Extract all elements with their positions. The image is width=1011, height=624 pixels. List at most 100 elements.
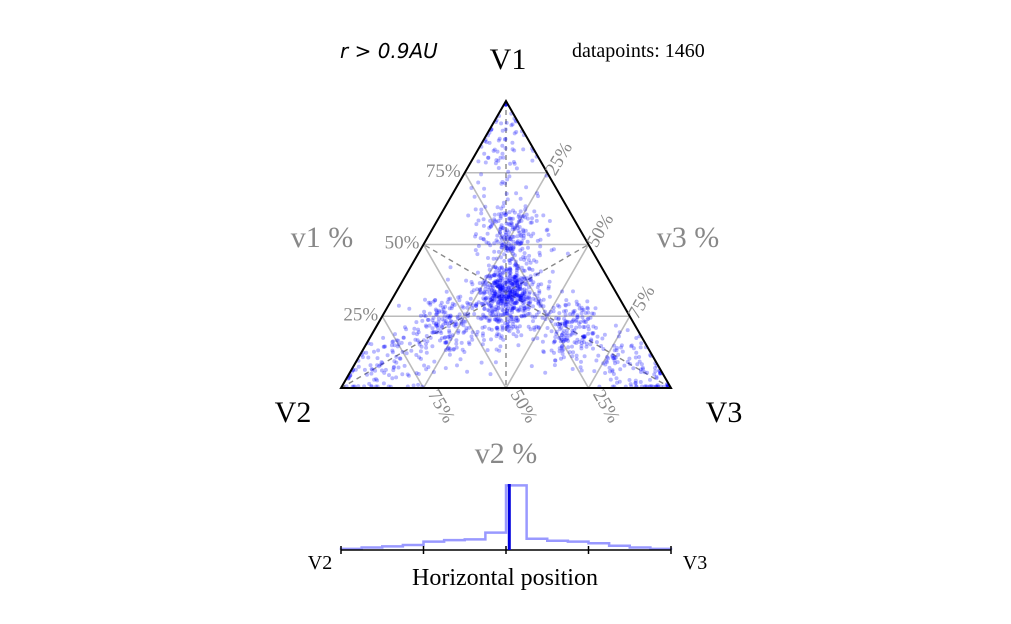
hist-xlabel: Horizontal position: [412, 565, 598, 591]
scatter-point: [520, 227, 525, 232]
scatter-point: [541, 213, 546, 218]
scatter-point: [372, 377, 377, 382]
scatter-point: [514, 318, 519, 323]
scatter-point: [498, 313, 503, 318]
scatter-point: [367, 381, 372, 386]
scatter-point: [527, 278, 532, 283]
scatter-point: [511, 245, 516, 250]
scatter-point: [504, 311, 509, 316]
scatter-point: [473, 248, 478, 253]
scatter-point: [582, 340, 586, 345]
scatter-point: [515, 240, 520, 245]
scatter-point: [557, 346, 562, 351]
scatter-point: [493, 270, 498, 275]
scatter-point: [538, 304, 543, 309]
scatter-point: [510, 306, 515, 311]
scatter-point: [518, 209, 523, 214]
scatter-point: [514, 307, 519, 312]
scatter-point: [510, 279, 515, 284]
scatter-point: [610, 369, 615, 374]
scatter-point: [555, 322, 560, 327]
scatter-point: [591, 346, 595, 351]
scatter-point: [369, 342, 374, 347]
scatter-point: [519, 314, 524, 319]
scatter-point: [557, 322, 562, 327]
scatter-point: [537, 289, 542, 293]
scatter-point: [435, 330, 440, 335]
scatter-point: [508, 236, 513, 241]
scatter-point: [511, 306, 516, 311]
scatter-point: [523, 313, 528, 318]
scatter-point: [514, 294, 519, 299]
scatter-point: [508, 288, 513, 292]
scatter-point: [469, 290, 474, 295]
scatter-point: [490, 299, 495, 303]
scatter-point: [494, 295, 499, 300]
scatter-point: [528, 220, 533, 225]
scatter-point: [479, 301, 484, 306]
scatter-point: [562, 321, 567, 326]
scatter-point: [448, 319, 453, 323]
scatter-point: [493, 307, 498, 312]
scatter-point: [413, 337, 418, 342]
scatter-point: [513, 292, 517, 297]
scatter-point: [510, 276, 515, 281]
scatter-point: [576, 303, 581, 308]
scatter-point: [612, 348, 617, 353]
scatter-point: [521, 268, 526, 273]
scatter-point: [508, 271, 513, 275]
scatter-point: [554, 316, 559, 321]
scatter-point: [511, 247, 516, 251]
scatter-point: [526, 300, 531, 305]
scatter-point: [581, 334, 586, 339]
scatter-point: [449, 306, 454, 311]
scatter-point: [522, 306, 527, 311]
scatter-point: [490, 274, 494, 278]
scatter-point: [391, 368, 396, 373]
scatter-point: [530, 282, 535, 287]
scatter-point: [638, 367, 643, 372]
scatter-point: [559, 337, 564, 342]
scatter-point: [586, 327, 591, 332]
scatter-point: [653, 369, 658, 374]
scatter-point: [500, 301, 505, 306]
scatter-point: [501, 292, 506, 297]
scatter-point: [520, 287, 525, 292]
scatter-point: [496, 249, 501, 254]
scatter-point: [511, 304, 516, 309]
scatter-point: [447, 315, 452, 320]
scatter-point: [517, 308, 522, 313]
scatter-point: [522, 306, 526, 311]
scatter-point: [507, 258, 512, 263]
scatter-point: [507, 267, 512, 272]
scatter-point: [391, 365, 396, 370]
grid-line-v3: [505, 244, 590, 389]
scatter-point: [582, 319, 587, 324]
scatter-point: [512, 210, 517, 215]
scatter-point: [635, 362, 640, 367]
scatter-point: [505, 249, 510, 253]
scatter-point: [528, 327, 533, 332]
scatter-point: [434, 312, 439, 317]
scatter-point: [504, 268, 509, 273]
scatter-point: [511, 281, 516, 286]
scatter-point: [369, 367, 374, 371]
scatter-point: [399, 340, 404, 345]
tick-label-v2: 25%: [588, 386, 624, 427]
scatter-point: [481, 282, 485, 287]
scatter-point: [517, 324, 522, 329]
scatter-point: [563, 320, 568, 325]
scatter-point: [478, 290, 483, 295]
scatter-point: [497, 291, 502, 296]
scatter-point: [480, 342, 485, 347]
scatter-point: [510, 297, 515, 302]
scatter-point: [530, 216, 534, 221]
scatter-point: [504, 294, 509, 299]
scatter-point: [391, 339, 396, 344]
scatter-point: [499, 286, 504, 290]
scatter-point: [492, 291, 497, 296]
scatter-point: [424, 350, 429, 355]
scatter-point: [485, 348, 490, 353]
scatter-point: [508, 288, 512, 293]
scatter-point: [507, 234, 511, 239]
